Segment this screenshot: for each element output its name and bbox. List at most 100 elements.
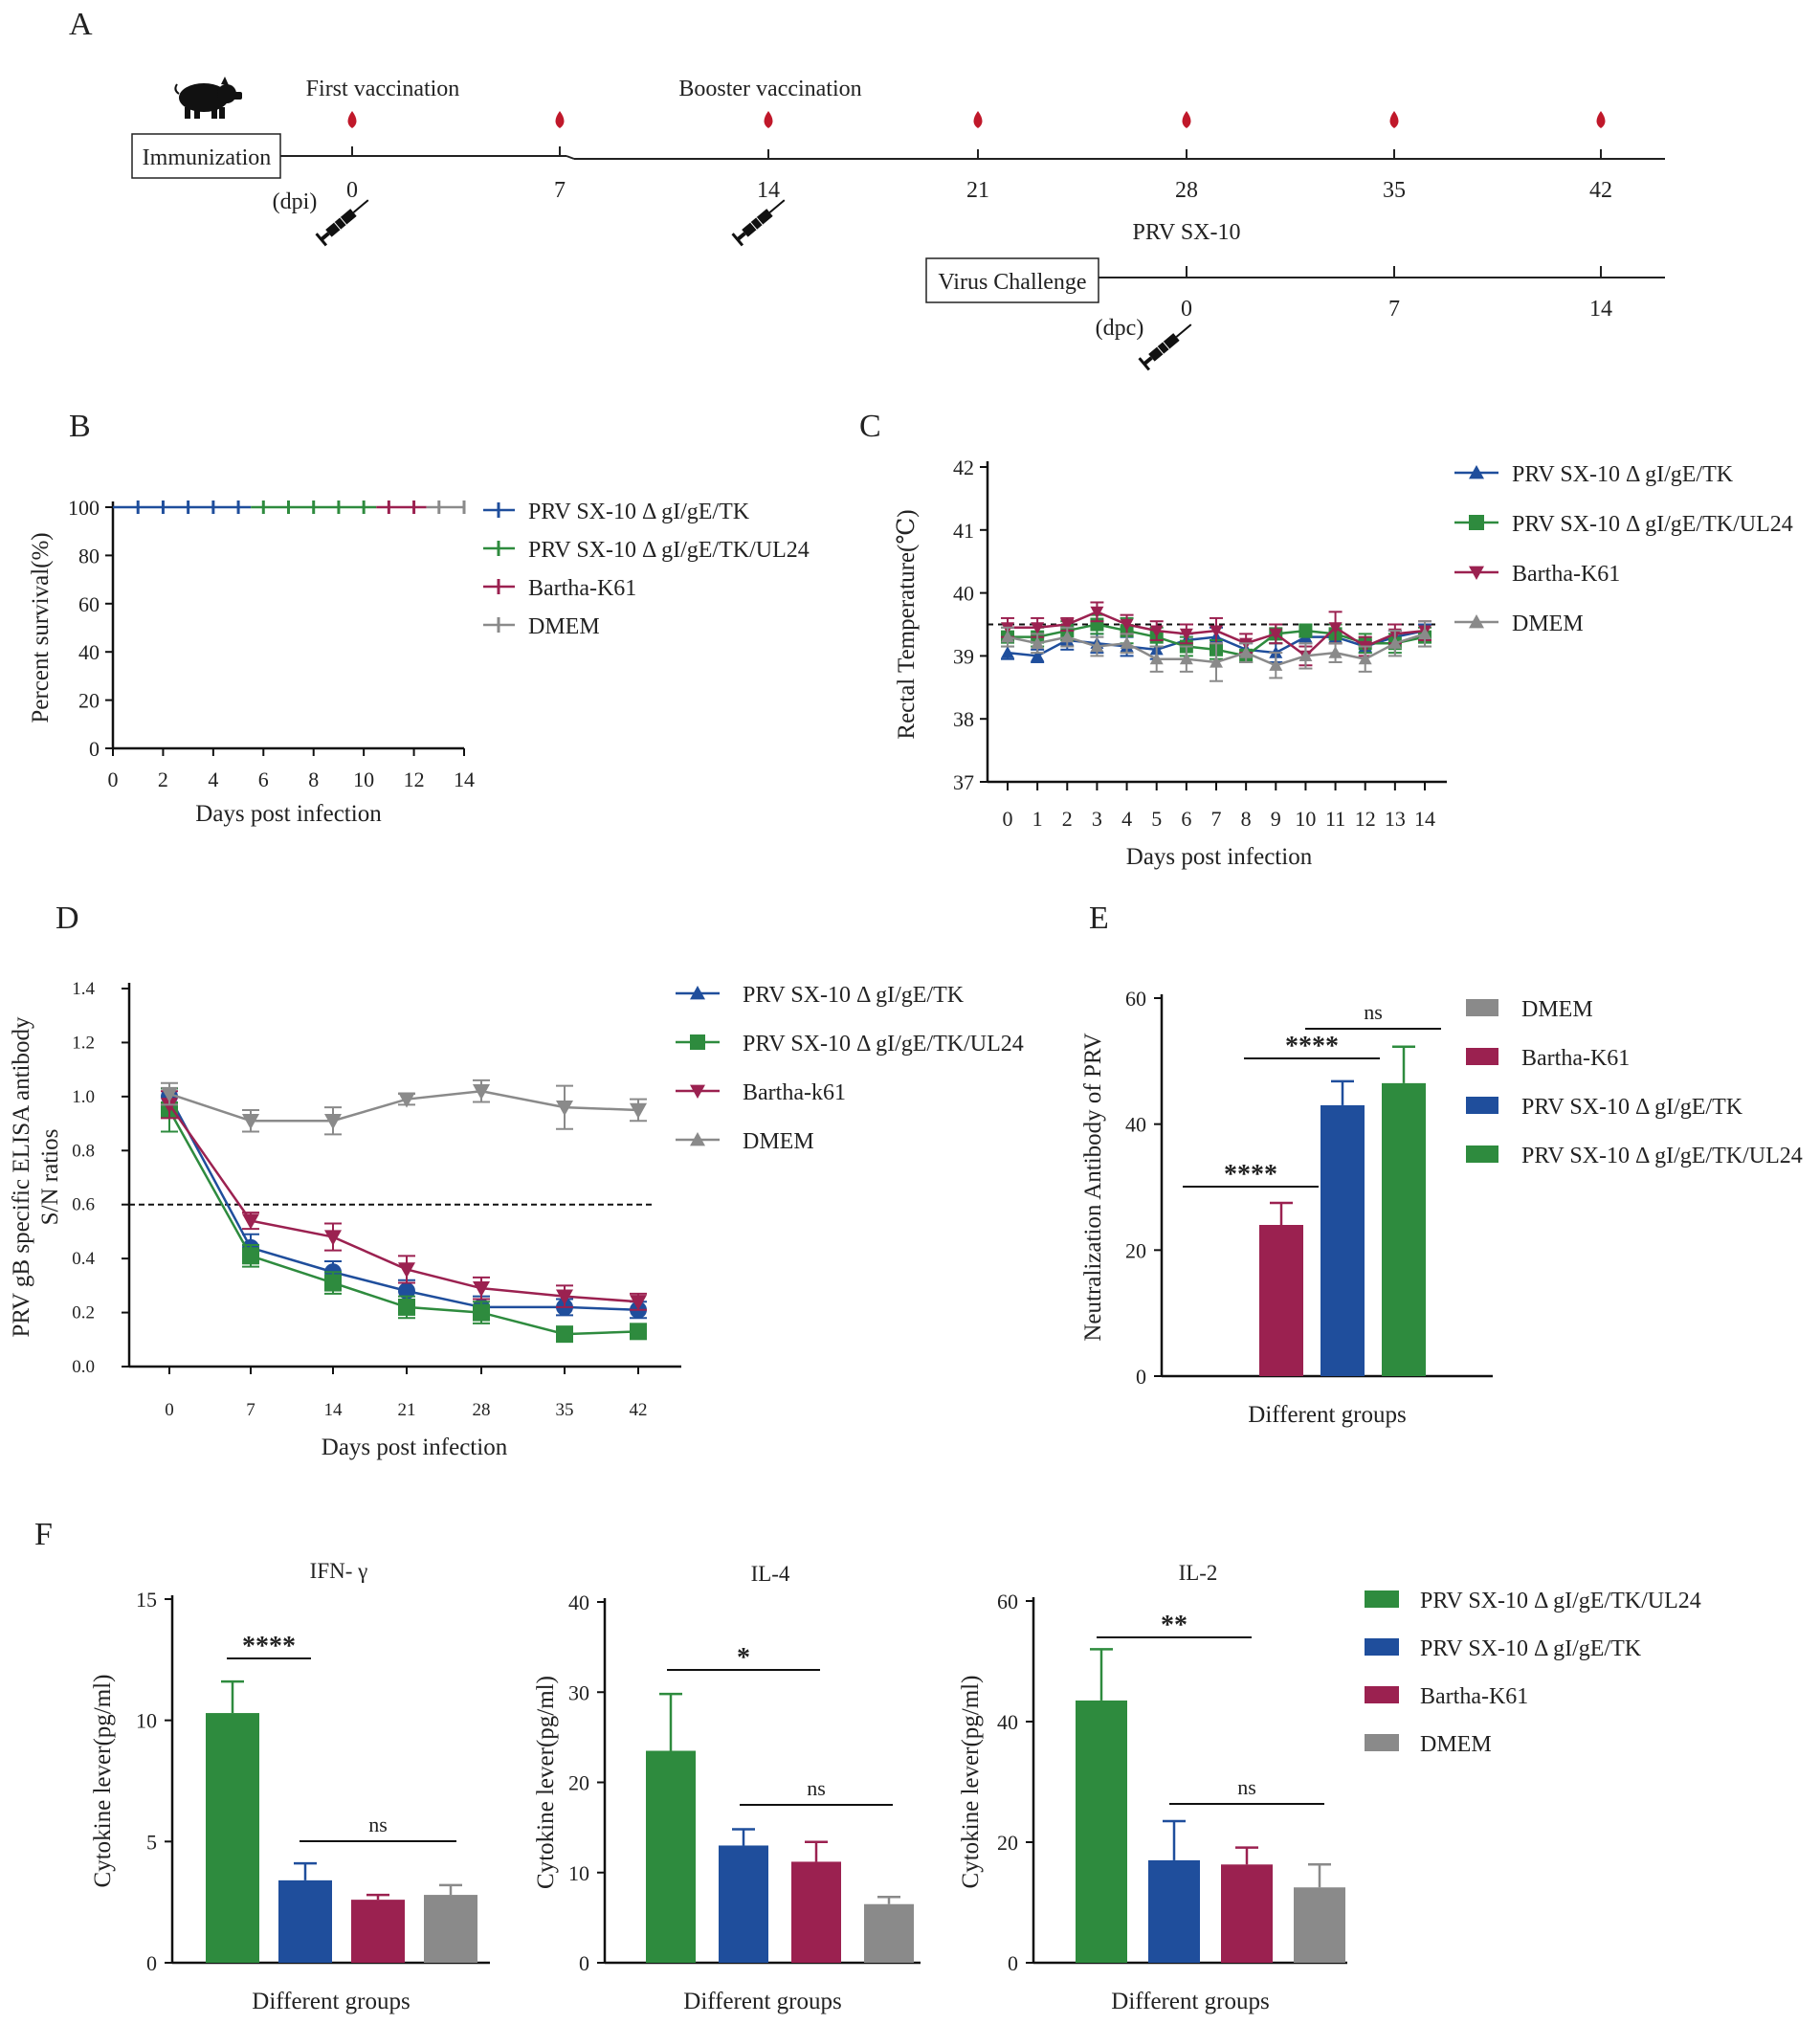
y-tick-label: 60	[78, 592, 100, 616]
x-tick-label: 10	[1295, 807, 1316, 831]
legend-swatch	[1365, 1734, 1399, 1751]
data-point	[473, 1303, 490, 1322]
bar	[1321, 1104, 1365, 1376]
blood-drop-icon	[764, 111, 773, 128]
data-point	[1269, 658, 1283, 671]
y-tick-label: 10	[568, 1861, 589, 1885]
dpi-tick-label: 42	[1589, 178, 1612, 203]
dpi-tick-label: 14	[757, 178, 780, 203]
bar	[1221, 1864, 1273, 1963]
data-point	[1269, 628, 1283, 641]
significance-label: ****	[1224, 1160, 1277, 1190]
dpi-tick-label: 28	[1175, 178, 1198, 203]
data-point	[1418, 627, 1432, 639]
y-tick-label: 0	[1136, 1365, 1146, 1389]
y-tick-label: 0	[89, 737, 100, 761]
legend-swatch	[1466, 1048, 1498, 1065]
blood-drop-icon	[1182, 111, 1191, 128]
x-tick-label: 0	[108, 767, 119, 791]
legend-marker	[690, 1084, 705, 1099]
legend-label: DMEM	[1521, 997, 1593, 1022]
y-tick-label: 0.6	[72, 1195, 95, 1215]
legend-swatch	[1365, 1686, 1399, 1703]
x-tick-label: 6	[1181, 807, 1191, 831]
y-axis-title: Cytokine lever(pg/ml)	[533, 1676, 559, 1889]
y-tick-label: 1.2	[72, 1033, 95, 1053]
legend-label: Bartha-K61	[1420, 1684, 1528, 1709]
legend-label: DMEM	[743, 1129, 814, 1154]
y-tick-label: 60	[997, 1590, 1018, 1613]
data-point	[1149, 652, 1164, 665]
blood-drop-icon	[1596, 111, 1606, 128]
y-tick-label: 37	[953, 770, 974, 794]
dpi-tick-label: 0	[346, 178, 358, 203]
data-point	[630, 1323, 647, 1341]
x-axis-title: Different groups	[252, 1989, 410, 2014]
vaccination-timeline: Immunization First vaccination Booster v…	[131, 77, 1665, 371]
data-point	[324, 1114, 342, 1130]
bar	[1382, 1082, 1426, 1376]
legend-label: PRV SX-10 Δ gI/gE/TK	[528, 500, 750, 524]
y-tick-label: 0.0	[72, 1357, 95, 1377]
legend-swatch	[1466, 1145, 1498, 1163]
dpi-ticks: 0 7 14 21 28 35 42	[346, 146, 1612, 203]
y-tick-label: 1.4	[72, 979, 95, 999]
legend-swatch	[1365, 1638, 1399, 1656]
y-tick-label: 30	[568, 1680, 589, 1704]
y-tick-label: 40	[997, 1710, 1018, 1734]
y-tick-label: 20	[997, 1831, 1018, 1855]
x-tick-label: 8	[308, 767, 319, 791]
x-axis-title: Days post infection	[322, 1435, 508, 1460]
data-point	[398, 1092, 415, 1108]
data-point	[161, 1086, 178, 1103]
data-point	[556, 1100, 573, 1117]
data-point	[242, 1247, 259, 1265]
x-tick-label: 14	[324, 1400, 344, 1420]
dpi-tick-label: 35	[1383, 178, 1406, 203]
chart-title: IL-2	[1179, 1561, 1218, 1585]
x-axis-title: Different groups	[683, 1989, 841, 2014]
panel-letter-c: C	[859, 409, 881, 444]
legend-marker	[1469, 515, 1484, 530]
data-point	[1149, 625, 1164, 638]
panel-letter-b: B	[69, 409, 91, 444]
legend-label: PRV SX-10 Δ gI/gE/TK	[743, 983, 965, 1008]
y-axis-title: PRV gB specific ELISA antibody	[9, 1016, 34, 1338]
legend-label: DMEM	[528, 614, 600, 639]
x-tick-label: 12	[1355, 807, 1376, 831]
dpi-tick-label: 21	[966, 178, 989, 203]
x-tick-label: 10	[353, 767, 374, 791]
data-point	[556, 1325, 573, 1344]
y-axis-title: Cytokine lever(pg/ml)	[90, 1675, 116, 1888]
y-tick-label: 15	[136, 1588, 157, 1612]
il4-chart: 0 10 20 30 40 Different groups Cytokine lever(…	[533, 1562, 921, 2014]
y-tick-label: 38	[953, 707, 974, 731]
y-tick-label: 20	[1125, 1238, 1146, 1262]
y-tick-label: 1.0	[72, 1087, 95, 1107]
y-tick-label: 40	[1125, 1113, 1146, 1137]
panel-letter-f: F	[34, 1517, 53, 1552]
x-tick-label: 35	[556, 1400, 574, 1420]
x-tick-label: 14	[1414, 807, 1435, 831]
panel-letter-a: A	[69, 7, 93, 42]
data-point	[630, 1102, 647, 1119]
y-tick-label: 20	[568, 1771, 589, 1795]
data-point	[398, 1298, 415, 1316]
data-point	[1060, 630, 1075, 643]
x-tick-label: 9	[1271, 807, 1281, 831]
prv-challenge-label: PRV SX-10	[1132, 220, 1240, 245]
legend-swatch	[1466, 1097, 1498, 1114]
data-point	[473, 1280, 490, 1298]
data-point	[1210, 655, 1223, 668]
data-point	[1090, 606, 1104, 619]
neutralization-antibody-chart: 0 20 40 60 Different groups Neutralization An…	[1080, 987, 1803, 1428]
legend-marker	[690, 986, 705, 1000]
bar	[278, 1879, 332, 1963]
x-tick-label: 2	[1062, 807, 1073, 831]
x-tick-label: 2	[158, 767, 168, 791]
significance-label: ns	[1237, 1775, 1256, 1799]
data-point	[1298, 624, 1313, 638]
legend-marker	[690, 1132, 705, 1146]
legend-marker	[1469, 614, 1484, 629]
virus-challenge-box	[925, 257, 1099, 303]
